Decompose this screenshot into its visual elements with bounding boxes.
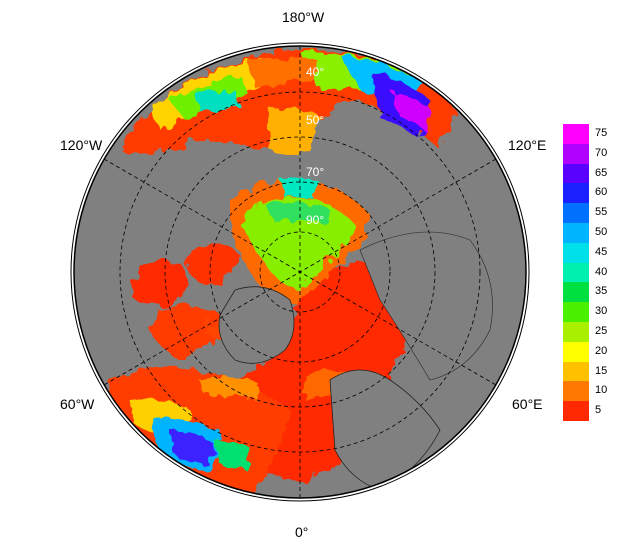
colorbar-segment xyxy=(563,401,589,422)
europe-coast xyxy=(329,369,441,491)
colorbar-tick-label: 10 xyxy=(595,384,608,397)
colorbar-segment xyxy=(563,183,589,204)
colorbar-segment xyxy=(563,282,589,303)
colorbar-segment xyxy=(563,242,589,264)
russia-coast xyxy=(359,231,493,381)
colorbar-tick-label: 65 xyxy=(595,166,608,179)
colorbar-segment xyxy=(563,262,589,283)
colorbar-tick-label: 20 xyxy=(595,344,608,357)
lon-label-60e: 60°E xyxy=(512,396,543,412)
colorbar-tick-label: 55 xyxy=(595,206,608,219)
colorbar-segment xyxy=(563,302,589,323)
meridians xyxy=(103,46,497,498)
colorbar-segment xyxy=(563,124,589,145)
lon-label-120w: 120°W xyxy=(60,137,103,153)
lon-label-120e: 120°E xyxy=(508,137,547,153)
colorbar-segment xyxy=(563,143,589,165)
colorbar-segment xyxy=(563,341,589,363)
lon-label-180w: 180°W xyxy=(282,9,325,25)
colorbar xyxy=(563,124,589,422)
colorbar-tick-label: 50 xyxy=(595,225,608,238)
map-border xyxy=(73,45,527,499)
colorbar-segment xyxy=(563,361,589,382)
colorbar-tick-label: 30 xyxy=(595,305,608,318)
lat-label-50: 50° xyxy=(306,113,324,127)
colorbar-tick-label: 35 xyxy=(595,285,608,298)
colorbar-segment xyxy=(563,381,589,402)
lat-label-90: 90° xyxy=(306,213,324,227)
lat-label-70: 70° xyxy=(306,165,324,179)
colorbar-tick-label: 60 xyxy=(595,186,608,199)
colorbar-tick-label: 75 xyxy=(595,126,608,139)
colorbar-segment xyxy=(563,322,589,343)
colorbar-tick-label: 40 xyxy=(595,265,608,278)
lat-label-40: 40° xyxy=(306,65,324,79)
colorbar-segment xyxy=(563,203,589,224)
colorbar-tick-label: 5 xyxy=(595,404,602,417)
lon-label-0: 0° xyxy=(295,524,309,540)
greenland xyxy=(218,286,295,364)
colorbar-segment xyxy=(563,223,589,244)
pacific-ocean-data xyxy=(120,48,460,155)
colorbar-segment xyxy=(563,163,589,184)
colorbar-tick-label: 45 xyxy=(595,245,608,258)
colorbar-tick-label: 70 xyxy=(595,146,608,159)
lon-label-60w: 60°W xyxy=(60,396,95,412)
colorbar-tick-label: 15 xyxy=(595,364,608,377)
colorbar-tick-label: 25 xyxy=(595,324,608,337)
